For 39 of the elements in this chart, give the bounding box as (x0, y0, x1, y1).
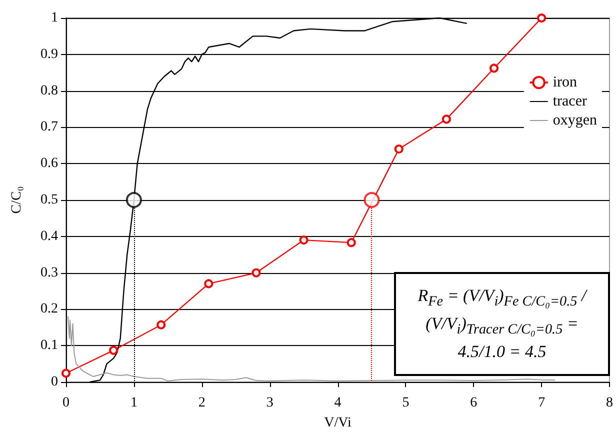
point (490, 64, 499, 73)
y-tick-label: 0.6 (40, 156, 58, 172)
y-tick-label: 0.7 (40, 120, 58, 135)
y-tick-label: 0.9 (40, 46, 58, 62)
y-tick-label: 0.1 (40, 338, 58, 354)
y-tick-label: 0.2 (40, 302, 58, 317)
legend-label: iron (552, 74, 578, 90)
x-tick-label: 4 (334, 396, 342, 410)
point (109, 346, 118, 355)
y-tick-label: 0.8 (40, 83, 58, 98)
x-tick-label: 0 (62, 396, 70, 410)
legend-label: oxygen (552, 112, 598, 128)
point (537, 14, 546, 22)
legend-label: tracer (552, 94, 587, 110)
y-tick-label: 0 (51, 374, 58, 390)
x-axis-title: V/Vi (324, 416, 352, 430)
point (394, 144, 404, 154)
text: R$_{Fe}$ = (V/V$_{i}$)$_{Fe C/C₀=0.5}$ / (V/V$_{i}$)$_{Tracer C/C₀=0.5}$ = 4.5/1.0 = 4.5 (418, 286, 586, 362)
point (252, 268, 261, 278)
y-tick-label: 0.5 (40, 192, 58, 208)
point (126, 192, 142, 208)
x-tick-label: 7 (538, 396, 546, 410)
x-tick-label: 6 (470, 396, 478, 410)
x-tick-label: 8 (606, 396, 613, 410)
x-tick-label: 5 (402, 396, 410, 410)
y-tick-label: 0.3 (40, 265, 58, 280)
point (346, 238, 356, 248)
point (156, 320, 166, 330)
point (204, 279, 214, 288)
point (442, 114, 451, 124)
point (364, 192, 380, 208)
y-tick-label: 0.4 (40, 228, 58, 244)
y-tick-label: 1 (51, 10, 58, 26)
x-tick-label: 2 (198, 396, 206, 410)
y-axis-title: C/C₀ (10, 186, 24, 214)
x-tick-label: 3 (266, 396, 274, 410)
x-tick-label: 1 (130, 396, 138, 410)
point (299, 236, 308, 245)
point (62, 368, 70, 378)
